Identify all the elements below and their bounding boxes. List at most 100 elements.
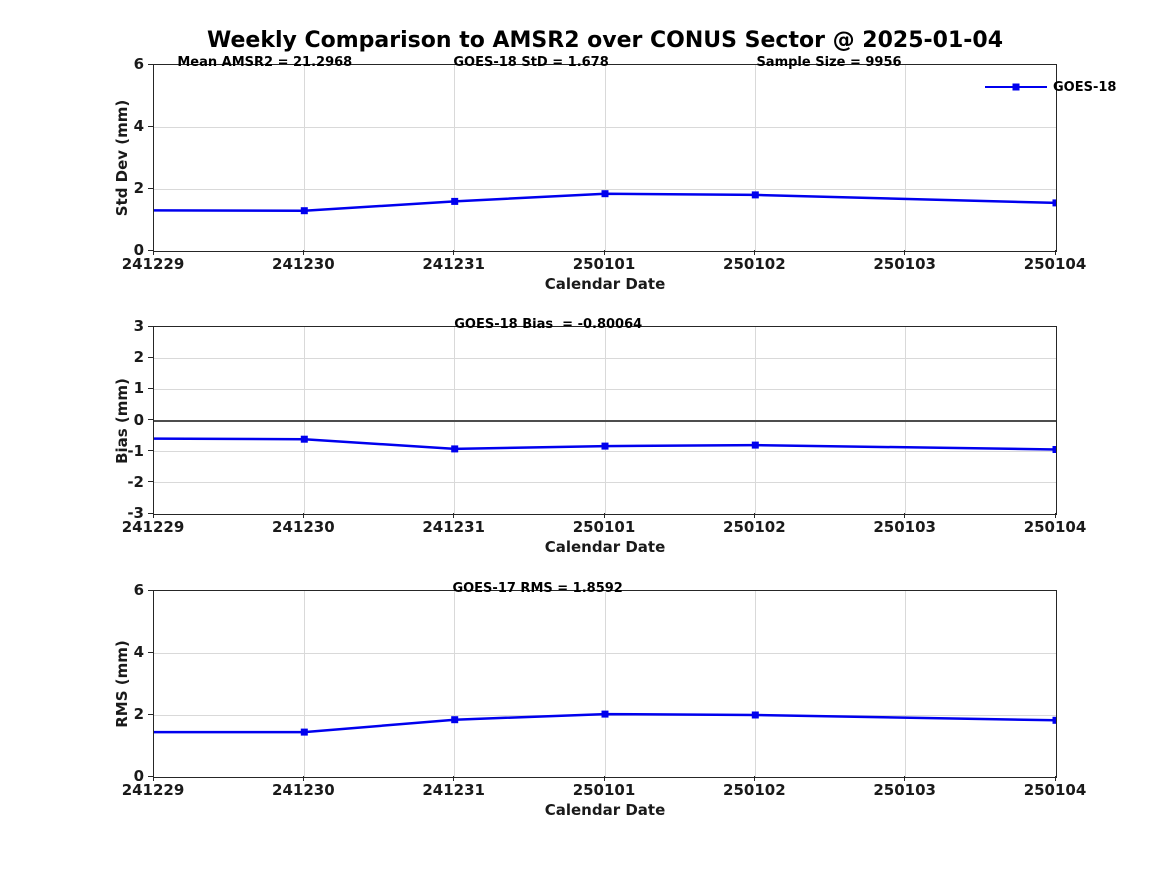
y-tick-mark	[148, 481, 153, 483]
x-tick-label: 250104	[1023, 781, 1087, 799]
x-tick-label: 241229	[121, 518, 185, 536]
data-point-marker	[451, 716, 459, 724]
gridline	[154, 188, 1056, 190]
x-tick-mark	[453, 776, 455, 781]
y-tick-mark	[148, 450, 153, 452]
x-tick-label: 250104	[1023, 518, 1087, 536]
gridline	[154, 388, 1056, 390]
subplot-annotation: GOES-18 Bias = -0.80064	[454, 317, 643, 332]
series-line	[154, 437, 1056, 451]
y-tick-mark	[148, 651, 153, 653]
data-series-goes-18	[154, 710, 1056, 736]
gridline	[303, 591, 305, 777]
x-tick-label: 241230	[272, 518, 335, 536]
y-tick-label: 4	[133, 643, 144, 661]
y-tick-label: 2	[133, 179, 144, 197]
x-tick-mark	[753, 250, 755, 255]
subplot-bias: Bias (mm) Calendar Date 241229 241230 2412…	[113, 317, 1086, 556]
data-point-marker	[300, 207, 308, 215]
gridline	[604, 591, 606, 777]
x-tick-label: 241229	[121, 781, 185, 799]
y-tick-label: 1	[133, 379, 144, 398]
y-tick-label: -1	[127, 441, 144, 460]
y-tick-label: 0	[133, 410, 144, 429]
subplot-std-dev: Std Dev (mm) Calendar Date GOES-18 24122…	[113, 55, 1116, 293]
y-tick-label: 0	[133, 767, 144, 785]
y-tick-mark	[148, 419, 153, 420]
gridline	[154, 357, 1056, 359]
chart-title: Weekly Comparison to AMSR2 over CONUS Se…	[207, 28, 1003, 53]
y-tick-mark	[148, 125, 153, 127]
x-tick-mark	[1054, 776, 1056, 781]
y-tick-mark	[148, 713, 153, 715]
x-tick-mark	[904, 776, 906, 781]
x-tick-mark	[1054, 513, 1056, 518]
gridline	[905, 65, 907, 251]
y-tick-mark	[148, 387, 153, 389]
x-tick-label: 250102	[723, 781, 786, 799]
legend-square-marker-icon	[1012, 83, 1020, 91]
axes-rms	[153, 590, 1057, 778]
subplot-annotation: GOES-17 RMS = 1.8592	[452, 581, 623, 596]
y-tick-label: 4	[133, 117, 144, 135]
x-tick-mark	[753, 513, 755, 518]
gridline	[154, 126, 1056, 128]
gridline	[454, 65, 456, 251]
gridline	[454, 591, 456, 777]
y-tick-label: 6	[133, 55, 144, 73]
x-tick-label: 250102	[723, 255, 786, 273]
series-line	[154, 192, 1056, 212]
y-tick-mark	[148, 589, 153, 591]
legend-line-icon	[985, 83, 1047, 91]
x-tick-mark	[152, 250, 154, 255]
y-tick-mark	[148, 512, 153, 514]
x-tick-mark	[603, 250, 605, 255]
zero-reference-line	[154, 419, 1056, 422]
gridline	[754, 591, 756, 777]
data-point-marker	[1052, 199, 1056, 207]
x-tick-label: 250101	[572, 781, 636, 799]
x-tick-mark	[904, 513, 906, 518]
data-point-marker	[751, 191, 759, 199]
data-point-marker	[601, 190, 609, 198]
x-tick-mark	[603, 513, 605, 518]
legend-label: GOES-18	[1053, 79, 1117, 95]
y-tick-label: 0	[133, 241, 144, 259]
y-tick-mark	[148, 775, 153, 777]
data-point-marker	[601, 442, 609, 450]
data-point-marker	[451, 197, 459, 205]
x-tick-mark	[152, 513, 154, 518]
gridline	[905, 591, 907, 777]
data-point-marker	[751, 441, 759, 449]
x-tick-label: 250103	[873, 781, 936, 799]
x-tick-mark	[453, 513, 455, 518]
x-tick-label: 250103	[873, 518, 936, 536]
data-point-marker	[1052, 446, 1056, 453]
x-tick-label: 241231	[422, 255, 485, 273]
x-tick-mark	[1054, 250, 1056, 255]
y-tick-label: 6	[133, 581, 144, 599]
x-tick-mark	[302, 513, 304, 518]
y-tick-label: 2	[133, 705, 144, 723]
y-tick-mark	[148, 356, 153, 358]
axes-std-dev	[153, 64, 1057, 252]
data-point-marker	[300, 435, 308, 443]
x-tick-mark	[453, 250, 455, 255]
data-point-marker	[451, 445, 459, 453]
y-tick-label: 3	[133, 317, 144, 335]
data-point-marker	[601, 710, 609, 718]
x-tick-label: 241229	[121, 255, 185, 273]
x-axis-label: Calendar Date	[544, 538, 666, 556]
x-tick-label: 250101	[572, 255, 636, 273]
x-tick-label: 241231	[422, 518, 485, 536]
y-tick-label: -2	[127, 472, 144, 491]
gridline	[154, 451, 1056, 453]
subplot-annotation: Mean AMSR2 = 21.2968	[177, 55, 353, 70]
gridline	[154, 482, 1056, 484]
axes-bias	[153, 326, 1057, 515]
y-tick-mark	[148, 63, 153, 65]
y-tick-mark	[148, 325, 153, 327]
x-tick-label: 250103	[873, 255, 936, 273]
y-tick-mark	[148, 187, 153, 189]
x-tick-label: 241230	[272, 255, 335, 273]
